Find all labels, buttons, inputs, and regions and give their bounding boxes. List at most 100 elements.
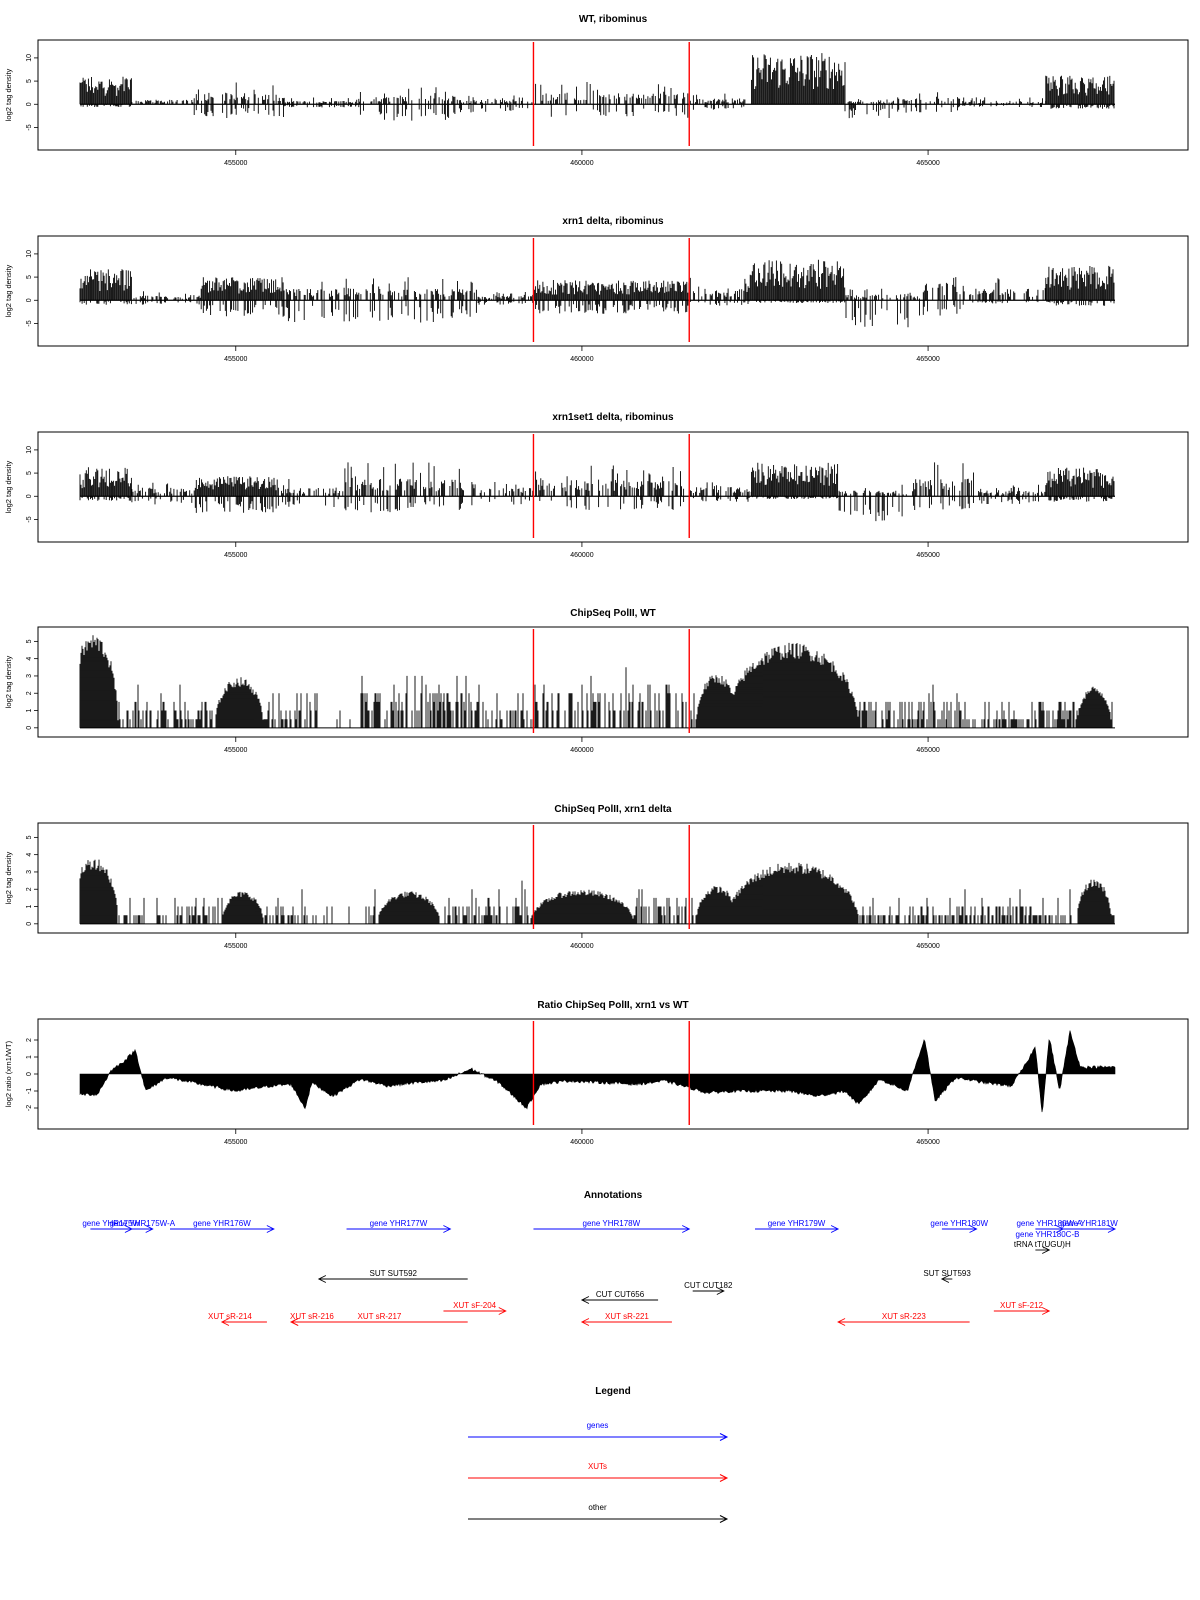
arrow-head [719,1515,729,1523]
arrow-head [719,1474,729,1482]
legend-item: XUTs [468,1462,729,1482]
arrow-head [220,1318,230,1326]
y-axis-label: log2 tag density [4,68,13,121]
plot-frame [37,1018,1189,1130]
x-tick-label: 460000 [570,356,593,363]
annotation-other: tRNA tT(UGU)H [1014,1240,1071,1254]
x-tick-label: 460000 [570,552,593,559]
annotation-label: XUT sR-214 [208,1312,252,1321]
panel-title: ChipSeq PolII, xrn1 delta [554,804,672,815]
y-axis-label: log2 tag density [4,655,13,708]
plot-frame [37,235,1189,347]
y-tick-label: 1 [26,904,33,908]
signal-bars [79,635,1113,728]
y-tick-label: 10 [26,446,33,454]
arrow-head [1042,1307,1051,1315]
x-tick-label: 465000 [916,747,939,754]
y-tick-label: 4 [26,657,33,661]
panel-6: Ratio ChipSeq PolII, xrn1 vs WT log2 rati… [4,1000,1189,1146]
arrow-head [830,1225,840,1233]
x-tick-label: 460000 [570,1139,593,1146]
annotation-gene: gene YHR175W [82,1219,140,1233]
arrow-head [682,1225,691,1233]
x-tick-label: 455000 [224,356,247,363]
annotation-label: gene YHR179W [768,1219,826,1228]
arrow-head [580,1318,590,1326]
y-tick-label: -5 [26,124,33,130]
annotation-xut: XUT sR-223 [837,1312,970,1326]
y-tick-label: 0 [26,102,33,106]
annotation-xut: XUT sF-212 [993,1301,1051,1315]
x-tick-label: 455000 [224,943,247,950]
annotation-label: CUT CUT656 [596,1290,645,1299]
annotation-label: XUT sR-216 [290,1312,334,1321]
y-axis-label: log2 tag density [4,460,13,513]
y-tick-label: 10 [26,250,33,258]
panel-title: ChipSeq PolII, WT [570,608,656,619]
y-tick-label: 0 [26,494,33,498]
annotation-label: gene YHR180W-A [1016,1219,1082,1228]
y-tick-label: 1 [26,708,33,712]
panel-5: ChipSeq PolII, xrn1 delta log2 tag densit… [4,804,1189,950]
y-tick-label: -1 [26,1088,33,1094]
signal [79,1030,1116,1113]
annotation-gene: gene YHR176W [170,1219,275,1233]
annotation-other: CUT CUT656 [580,1290,659,1304]
panel-title: WT, ribominus [579,14,648,25]
arrow-head [719,1433,729,1441]
arrow-head [498,1307,507,1315]
arrow-head [145,1225,154,1233]
annotation-gene: gene YHR177W [346,1219,452,1233]
annotation-label: SUT SUT593 [923,1269,971,1278]
annotation-xut: XUT sF-204 [443,1301,507,1315]
x-tick-label: 460000 [570,943,593,950]
x-tick-label: 455000 [224,747,247,754]
x-tick-label: 465000 [916,552,939,559]
y-tick-label: 2 [26,887,33,891]
y-tick-label: 3 [26,870,33,874]
annotation-gene: gene YHR179W [755,1219,840,1233]
y-tick-label: -5 [26,516,33,522]
ratio-area [79,1030,1116,1113]
annotation-gene: gene YHR181W [1060,1219,1118,1233]
y-tick-label: 0 [26,1072,33,1076]
x-tick-label: 460000 [570,160,593,167]
annotation-xut: XUT sR-217 [290,1312,468,1326]
annotation-label: XUT sR-223 [882,1312,926,1321]
signal [79,635,1115,729]
arrow-head [940,1275,950,1283]
x-tick-label: 460000 [570,747,593,754]
annotation-gene: gene YHR178W [533,1219,691,1233]
signal-bars [79,53,1115,121]
y-tick-label: 10 [26,54,33,62]
annotation-label: gene YHR175W [82,1219,140,1228]
y-tick-label: 5 [26,639,33,643]
arrow-head [716,1287,725,1295]
legend-title: Legend [595,1386,631,1397]
legend: Legend genes XUTs other [468,1386,729,1523]
panel-title: xrn1 delta, ribominus [562,216,664,227]
annotation-other: CUT CUT182 [684,1281,733,1295]
annotation-label: SUT SUT592 [370,1269,418,1278]
plot-frame [37,39,1189,151]
legend-label: XUTs [588,1462,607,1471]
y-axis-label: log2 ratio (xrn1/WT) [4,1040,13,1107]
y-tick-label: -5 [26,320,33,326]
annotation-label: XUT sR-217 [357,1312,401,1321]
y-tick-label: 0 [26,726,33,730]
panel-title: Ratio ChipSeq PolII, xrn1 vs WT [537,1000,688,1011]
arrow-head [1107,1225,1117,1233]
signal-bars [79,859,1115,924]
y-tick-label: 3 [26,674,33,678]
signal-bars [79,259,1115,328]
annotation-gene: gene YHR180W [930,1219,989,1233]
panel-3: xrn1set1 delta, ribominus log2 tag densit… [4,412,1189,559]
panel-1: WT, ribominus log2 tag density -5 0 5 10 45500… [4,14,1189,167]
annotation-label: tRNA tT(UGU)H [1014,1240,1071,1249]
annotation-label: gene YHR176W [193,1219,251,1228]
annotation-other: SUT SUT593 [923,1269,971,1283]
annotation-label: gene YHR180C-B [1016,1230,1080,1239]
signal [79,859,1115,925]
panel-4: ChipSeq PolII, WT log2 tag density 0 1 2 3 4 5 4… [4,608,1189,754]
annotation-label: gene YHR180W [930,1219,988,1228]
